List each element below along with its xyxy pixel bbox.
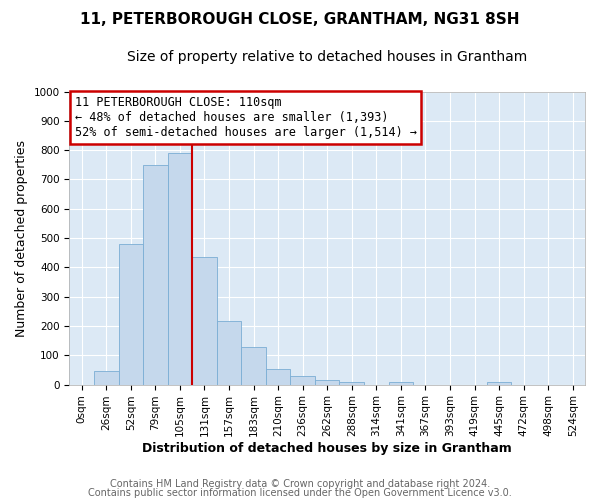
Text: 11, PETERBOROUGH CLOSE, GRANTHAM, NG31 8SH: 11, PETERBOROUGH CLOSE, GRANTHAM, NG31 8… bbox=[80, 12, 520, 28]
Bar bbox=[94, 372, 119, 384]
Bar bbox=[389, 382, 413, 384]
Bar bbox=[290, 376, 315, 384]
Bar bbox=[192, 257, 217, 384]
Bar bbox=[487, 382, 511, 384]
Bar bbox=[266, 370, 290, 384]
Bar bbox=[315, 380, 340, 384]
Bar bbox=[241, 347, 266, 385]
Text: 11 PETERBOROUGH CLOSE: 110sqm
← 48% of detached houses are smaller (1,393)
52% o: 11 PETERBOROUGH CLOSE: 110sqm ← 48% of d… bbox=[74, 96, 416, 139]
Y-axis label: Number of detached properties: Number of detached properties bbox=[15, 140, 28, 336]
Text: Contains HM Land Registry data © Crown copyright and database right 2024.: Contains HM Land Registry data © Crown c… bbox=[110, 479, 490, 489]
Bar bbox=[119, 244, 143, 384]
Title: Size of property relative to detached houses in Grantham: Size of property relative to detached ho… bbox=[127, 50, 527, 64]
Bar bbox=[143, 165, 167, 384]
X-axis label: Distribution of detached houses by size in Grantham: Distribution of detached houses by size … bbox=[142, 442, 512, 455]
Text: Contains public sector information licensed under the Open Government Licence v3: Contains public sector information licen… bbox=[88, 488, 512, 498]
Bar bbox=[340, 382, 364, 384]
Bar bbox=[217, 320, 241, 384]
Bar bbox=[167, 153, 192, 384]
